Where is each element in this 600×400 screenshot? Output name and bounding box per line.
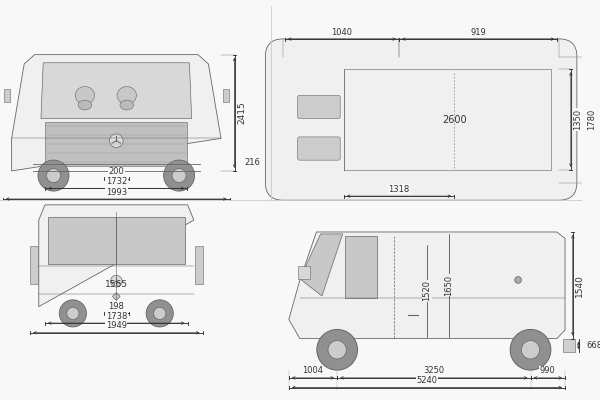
Circle shape [59, 300, 86, 327]
Text: 1318: 1318 [388, 185, 410, 194]
FancyBboxPatch shape [298, 137, 340, 160]
PathPatch shape [39, 205, 194, 307]
Circle shape [38, 160, 69, 191]
Circle shape [521, 341, 539, 359]
Ellipse shape [78, 100, 92, 110]
Text: 1520: 1520 [422, 280, 431, 301]
Text: 1540: 1540 [575, 274, 584, 297]
Bar [195, 246, 203, 284]
Bar [116, 217, 185, 264]
Text: 1993: 1993 [106, 188, 127, 197]
Text: 198: 198 [109, 302, 124, 311]
FancyBboxPatch shape [265, 39, 577, 200]
Circle shape [515, 276, 521, 283]
Circle shape [47, 168, 61, 182]
Bar [30, 246, 38, 284]
Text: 2415: 2415 [237, 101, 246, 124]
Bar [298, 266, 310, 279]
Text: 216: 216 [244, 158, 260, 167]
Bar [223, 88, 229, 102]
Text: 1949: 1949 [106, 321, 127, 330]
FancyBboxPatch shape [298, 95, 340, 118]
Text: 1738: 1738 [106, 312, 127, 321]
Circle shape [510, 330, 551, 370]
Circle shape [154, 307, 166, 320]
Circle shape [67, 307, 79, 320]
Circle shape [164, 160, 194, 191]
Text: 668: 668 [586, 341, 600, 350]
Circle shape [172, 168, 186, 182]
Text: 1650: 1650 [445, 275, 454, 296]
Text: 1350: 1350 [573, 109, 582, 130]
Text: 5240: 5240 [416, 376, 437, 385]
Text: 3250: 3250 [423, 366, 445, 376]
Bar [346, 236, 377, 298]
Bar [48, 217, 116, 264]
Circle shape [112, 305, 120, 312]
Text: 990: 990 [540, 366, 556, 376]
Text: 200: 200 [109, 167, 124, 176]
Text: 1040: 1040 [331, 28, 352, 37]
Text: 1004: 1004 [302, 366, 323, 376]
Circle shape [146, 300, 173, 327]
Circle shape [317, 330, 358, 370]
Text: 919: 919 [470, 28, 486, 37]
PathPatch shape [11, 55, 221, 171]
Circle shape [328, 341, 346, 359]
Circle shape [110, 134, 123, 148]
Ellipse shape [117, 87, 136, 104]
Polygon shape [300, 234, 343, 296]
Circle shape [110, 275, 122, 287]
PathPatch shape [41, 63, 191, 118]
Ellipse shape [120, 100, 134, 110]
Polygon shape [289, 232, 565, 338]
Text: 1780: 1780 [587, 109, 596, 130]
Text: 1732: 1732 [106, 177, 127, 186]
Bar [563, 338, 575, 352]
Bar [45, 122, 187, 166]
Ellipse shape [75, 87, 95, 104]
Bar [4, 88, 10, 102]
Text: 1565: 1565 [105, 280, 128, 289]
Text: 2600: 2600 [442, 114, 467, 124]
